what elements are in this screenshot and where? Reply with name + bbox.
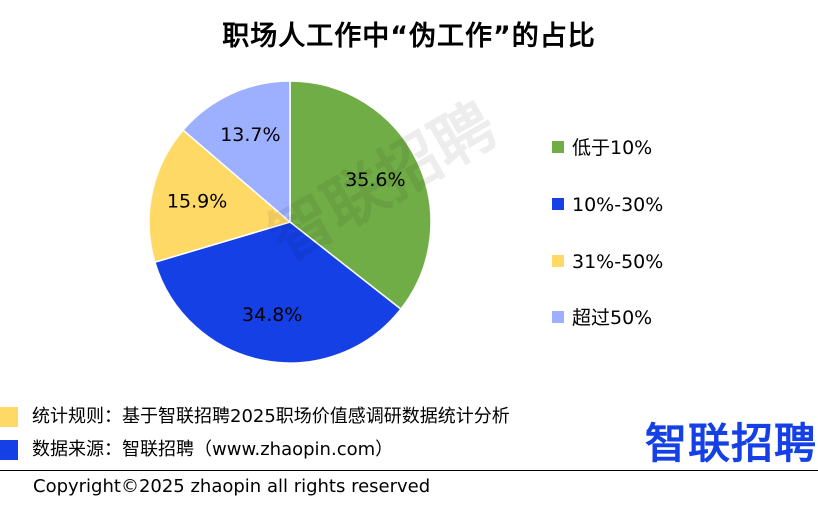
note-row-rule: 统计规则：基于智联招聘2025职场价值感调研数据统计分析 [0, 402, 600, 432]
pie-slice [153, 221, 402, 364]
data-label: 15.9% [167, 191, 227, 213]
legend-label: 低于10% [572, 137, 653, 159]
legend-swatch [552, 198, 564, 210]
legend-swatch [552, 255, 564, 267]
pie-slice [289, 80, 432, 311]
legend-swatch [552, 141, 564, 153]
legend-item: 低于10% [552, 133, 752, 163]
legend-label: 10%-30% [572, 194, 664, 216]
legend-label: 31%-50% [572, 251, 664, 273]
data-label: 13.7% [220, 124, 280, 146]
legend-item: 超过50% [552, 303, 752, 333]
copyright: Copyright©2025 zhaopin all rights reserv… [33, 476, 431, 497]
pie-slice [148, 129, 292, 264]
data-label: 35.6% [345, 169, 405, 191]
brand-logo: 智联招聘 [645, 419, 818, 468]
note-text: 统计规则：基于智联招聘2025职场价值感调研数据统计分析 [32, 406, 510, 427]
note-row-source: 数据来源：智联招聘（www.zhaopin.com） [0, 435, 600, 465]
note-swatch [0, 440, 18, 460]
legend-item: 10%-30% [552, 190, 752, 220]
note-text: 数据来源：智联招聘（www.zhaopin.com） [32, 439, 394, 460]
chart-title: 职场人工作中“伪工作”的占比 [222, 21, 596, 52]
data-label: 34.8% [242, 304, 302, 326]
legend-label: 超过50% [572, 307, 653, 329]
legend-swatch [552, 311, 564, 323]
note-swatch [0, 407, 18, 427]
pie-slice [182, 80, 291, 224]
legend-item: 31%-50% [552, 247, 752, 277]
divider [0, 470, 818, 471]
